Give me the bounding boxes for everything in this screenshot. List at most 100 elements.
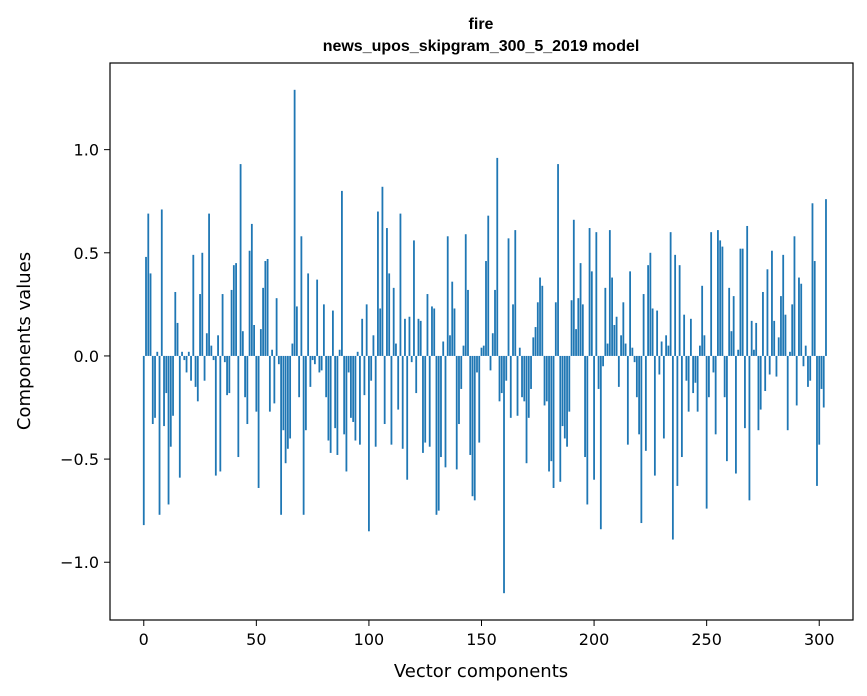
bar	[534, 327, 537, 356]
x-tick-label: 250	[691, 630, 722, 649]
bar	[608, 230, 611, 356]
bar	[359, 355, 361, 445]
bar	[696, 355, 699, 412]
bar	[532, 337, 535, 356]
bar	[464, 234, 467, 356]
bar	[757, 355, 760, 431]
bar	[248, 250, 251, 356]
bar	[410, 355, 413, 363]
bar	[244, 355, 246, 398]
x-tick-label: 150	[466, 630, 497, 649]
bar	[151, 355, 154, 425]
bar	[232, 265, 235, 356]
bar	[302, 355, 305, 515]
bar	[309, 355, 312, 387]
bar	[665, 335, 668, 356]
bar	[368, 355, 370, 532]
bar	[572, 219, 575, 356]
bar	[732, 296, 735, 356]
bar	[606, 343, 609, 356]
bar	[190, 355, 192, 381]
bar	[187, 351, 190, 356]
bar	[500, 355, 503, 394]
bar	[536, 302, 539, 356]
bar	[397, 355, 400, 410]
bar	[588, 228, 591, 356]
bar	[660, 341, 663, 356]
bar	[762, 291, 764, 356]
bar	[268, 355, 271, 412]
bar	[593, 355, 595, 480]
bar	[199, 294, 201, 356]
bar	[160, 209, 163, 356]
bar	[710, 232, 713, 356]
chart-title: fire	[469, 16, 494, 33]
bar	[241, 331, 244, 356]
bar	[467, 289, 469, 356]
bar	[714, 355, 717, 435]
bar	[408, 316, 411, 356]
bar	[284, 355, 287, 464]
bar	[379, 308, 382, 356]
bar	[329, 355, 332, 453]
bar	[685, 355, 688, 381]
bar	[154, 355, 156, 418]
bar	[449, 335, 451, 356]
bar	[316, 279, 319, 356]
bar	[487, 215, 490, 356]
bar	[451, 281, 454, 356]
bar	[498, 355, 501, 402]
bar	[561, 355, 564, 427]
bar	[737, 349, 740, 356]
bar	[692, 355, 695, 394]
bar	[512, 304, 514, 356]
bar	[201, 252, 204, 356]
bar	[548, 355, 550, 472]
bar	[775, 355, 778, 377]
bar	[181, 351, 183, 356]
bar	[523, 355, 526, 402]
bar	[514, 230, 517, 356]
bar	[658, 355, 661, 375]
bar	[219, 355, 222, 472]
bar	[543, 355, 546, 406]
bar	[433, 308, 436, 356]
bar	[482, 345, 485, 356]
bar	[246, 355, 249, 425]
bar	[773, 320, 776, 356]
bar	[458, 355, 460, 425]
bar	[649, 252, 652, 356]
bar	[633, 355, 636, 363]
bar	[453, 308, 456, 356]
bar	[192, 254, 195, 356]
bar	[795, 355, 798, 406]
bar	[313, 355, 316, 365]
bar	[196, 355, 199, 402]
bar	[304, 355, 307, 431]
x-tick-label: 0	[139, 630, 149, 649]
bar	[257, 355, 260, 488]
bar	[370, 355, 373, 381]
bar	[629, 271, 631, 356]
bar	[613, 325, 616, 356]
bar	[424, 355, 427, 443]
bar	[480, 347, 483, 356]
bar	[386, 228, 388, 356]
bar	[250, 223, 253, 356]
bar	[813, 261, 816, 356]
bar	[750, 320, 753, 356]
bar	[798, 277, 800, 356]
bar	[214, 355, 217, 476]
bar	[165, 355, 168, 394]
bar	[802, 355, 805, 367]
bar	[327, 355, 330, 441]
bar	[352, 355, 355, 422]
bar	[800, 283, 803, 356]
bar	[656, 310, 659, 356]
bar	[253, 325, 255, 356]
bar	[728, 287, 731, 356]
bar	[226, 355, 228, 396]
bar	[381, 186, 384, 356]
bar	[413, 240, 415, 356]
